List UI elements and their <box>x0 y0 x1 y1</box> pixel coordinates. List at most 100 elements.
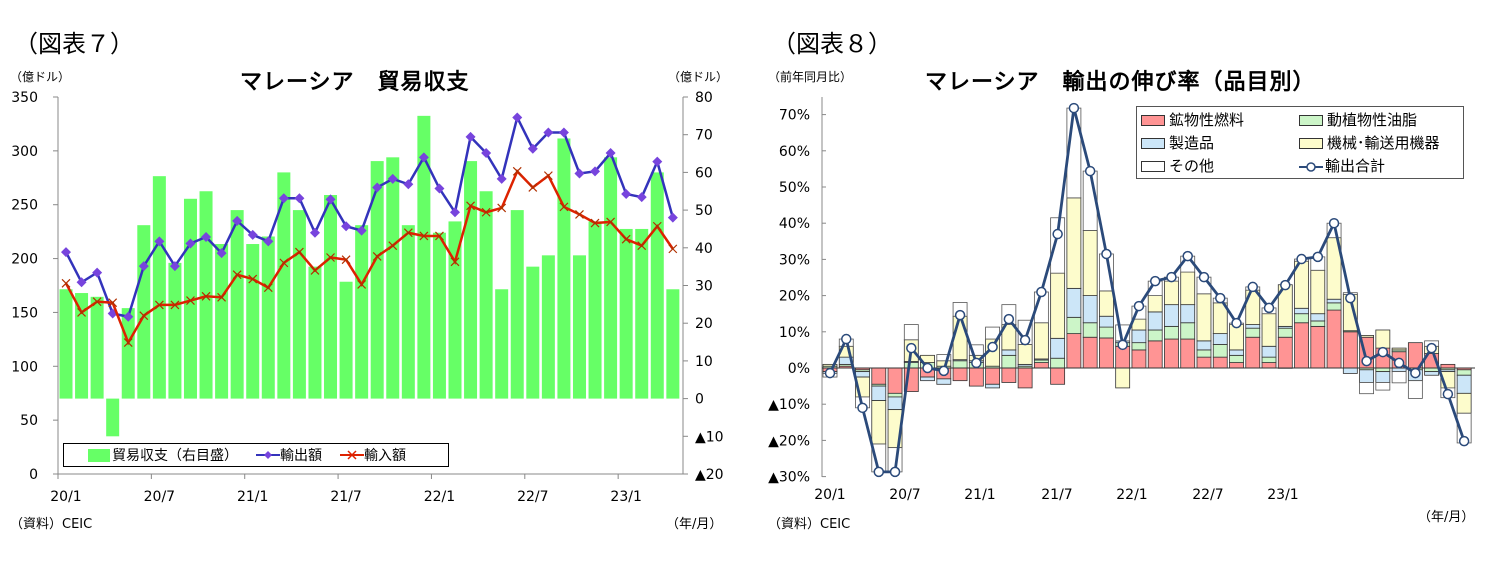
manufactured-segment <box>1147 311 1163 331</box>
balance-bar <box>137 225 151 399</box>
imports-point <box>248 274 258 284</box>
exports-point <box>590 166 601 177</box>
imports-point <box>154 300 164 310</box>
imports-point <box>186 296 195 306</box>
machinery-segment <box>1115 367 1131 389</box>
manufactured-segment <box>887 396 903 411</box>
balance-bar <box>557 138 571 399</box>
chart2-y-unit: （前年同月比） <box>768 70 853 84</box>
exports-point <box>372 182 383 193</box>
other-segment <box>1375 382 1391 391</box>
total-point <box>1231 317 1242 329</box>
other-segment <box>936 354 952 362</box>
imports-point <box>419 231 429 241</box>
imports-point <box>590 218 600 228</box>
total-point <box>1214 292 1226 304</box>
manufactured-segment <box>1424 371 1440 376</box>
imports-point <box>450 257 460 267</box>
legend-marker-total <box>1299 161 1323 172</box>
exports-point <box>325 194 336 205</box>
manufactured-segment <box>1261 345 1277 358</box>
imports-point <box>621 234 631 244</box>
fuel-segment <box>1164 338 1179 369</box>
balance-bar <box>464 161 478 399</box>
imports-point <box>61 278 71 288</box>
imports-point <box>123 338 133 348</box>
manufactured-segment <box>1310 313 1326 322</box>
exports-point <box>263 236 274 247</box>
manufactured-segment <box>1245 324 1261 329</box>
total-point <box>873 466 885 478</box>
oils-segment <box>1050 357 1066 369</box>
balance-bar <box>261 236 275 399</box>
total-line <box>828 107 1466 474</box>
exports-point <box>574 168 585 179</box>
manufactured-segment <box>1001 349 1017 356</box>
balance-bar <box>588 221 602 399</box>
x-tick-label: 21/7 <box>330 489 361 505</box>
fuel-segment <box>1229 362 1244 369</box>
oils-segment <box>1196 349 1212 358</box>
imports-point <box>543 171 553 181</box>
chart1-xaxis-unit: （年/月） <box>666 517 723 532</box>
y-tick-label: 30% <box>779 252 810 268</box>
oils-segment <box>1147 329 1163 342</box>
imports-point <box>77 308 86 317</box>
legend-item-oils: 動植物性油脂 <box>1299 109 1459 130</box>
imports-point <box>497 203 507 213</box>
legend-item-exports: 輸出額 <box>256 445 322 465</box>
balance-bar <box>604 157 618 399</box>
x-tick-label: 20/7 <box>144 489 175 505</box>
manufactured-segment <box>1326 298 1342 304</box>
balance-bar <box>572 255 586 399</box>
total-point <box>1247 281 1259 293</box>
imports-point <box>310 265 320 275</box>
legend-item-total: 輸出合計 <box>1299 155 1459 176</box>
y-tick-label: 10% <box>779 325 810 341</box>
balance-bar <box>479 191 493 399</box>
exports-point <box>123 311 134 322</box>
y-tick-label: 0% <box>788 361 810 377</box>
balance-bar <box>650 172 664 399</box>
total-point <box>824 367 836 379</box>
total-point <box>1166 271 1177 283</box>
right-tick-label: 60 <box>695 165 713 181</box>
balance-bar <box>59 289 73 399</box>
oils-segment <box>1245 327 1261 338</box>
exports-point <box>232 215 243 226</box>
exports-point <box>667 212 678 223</box>
manufactured-segment <box>1229 349 1244 356</box>
chart2-title: マレーシア 輸出の伸び率（品目別） <box>925 70 1316 95</box>
balance-bar <box>106 398 120 437</box>
imports-point <box>326 253 335 262</box>
exports-point <box>636 192 647 203</box>
imports-point <box>279 258 289 268</box>
balance-bar <box>215 244 229 399</box>
exports-point <box>418 152 429 163</box>
imports-point <box>201 291 211 301</box>
manufactured-segment <box>920 376 935 382</box>
exports-point <box>621 188 632 199</box>
oils-segment <box>1310 320 1326 327</box>
y-tick-label: ▲30% <box>768 470 810 486</box>
oils-segment <box>887 392 903 398</box>
machinery-segment <box>936 360 952 367</box>
exports-point <box>652 156 663 167</box>
fuel-segment <box>1245 336 1261 369</box>
machinery-segment <box>1456 392 1472 414</box>
x-tick-label: 22/1 <box>424 489 455 505</box>
machinery-segment <box>871 400 887 445</box>
total-point <box>1410 367 1421 379</box>
imports-point <box>652 221 662 231</box>
left-tick-label: 350 <box>11 90 38 106</box>
total-point <box>889 466 901 478</box>
fuel-segment <box>1294 322 1309 369</box>
chart1-title: マレーシア 貿易収支 <box>240 70 470 95</box>
total-point <box>1345 292 1356 304</box>
legend-item-other: その他 <box>1141 155 1299 176</box>
balance-bar <box>339 281 353 399</box>
y-tick-label: 50% <box>779 180 810 196</box>
legend-label-manufactured: 製造品 <box>1169 134 1215 152</box>
balance-bar <box>168 262 182 399</box>
right-tick-label: 80 <box>695 90 713 106</box>
